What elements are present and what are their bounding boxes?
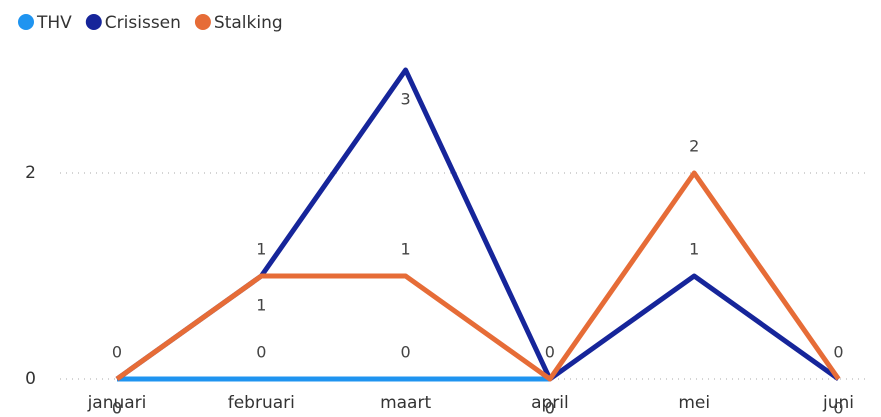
data-label: 0 — [256, 343, 266, 362]
legend-marker — [85, 14, 102, 30]
data-label: 0 — [833, 399, 843, 417]
x-tick-label: mei — [678, 393, 710, 413]
data-label: 0 — [545, 399, 555, 417]
x-tick-label: januari — [87, 393, 147, 413]
x-tick-label: april — [531, 393, 569, 413]
data-label: 1 — [256, 240, 266, 259]
x-tick-label: maart — [380, 393, 431, 413]
line-series — [115, 170, 841, 382]
data-label: 0 — [112, 399, 122, 417]
data-label: 3 — [401, 90, 411, 109]
data-label: 0 — [401, 343, 411, 362]
data-label: 1 — [401, 240, 411, 259]
y-tick-label: 0 — [25, 369, 36, 389]
legend-label: Crisissen — [105, 13, 181, 33]
data-label: 0 — [545, 399, 555, 417]
data-label: 0 — [833, 343, 843, 362]
data-label: 0 — [545, 343, 555, 362]
legend-marker — [18, 14, 34, 30]
y-tick-label: 2 — [25, 163, 36, 183]
legend-label: Stalking — [214, 13, 283, 33]
data-label: 0 — [112, 343, 122, 362]
x-tick-label: juni — [822, 393, 854, 413]
legend-label: THV — [36, 13, 72, 33]
data-label: 0 — [112, 399, 122, 417]
data-label: 2 — [689, 137, 699, 156]
data-label: 1 — [689, 240, 699, 259]
data-label: 1 — [256, 296, 266, 315]
x-tick-label: februari — [228, 393, 295, 413]
legend-marker — [194, 14, 211, 30]
